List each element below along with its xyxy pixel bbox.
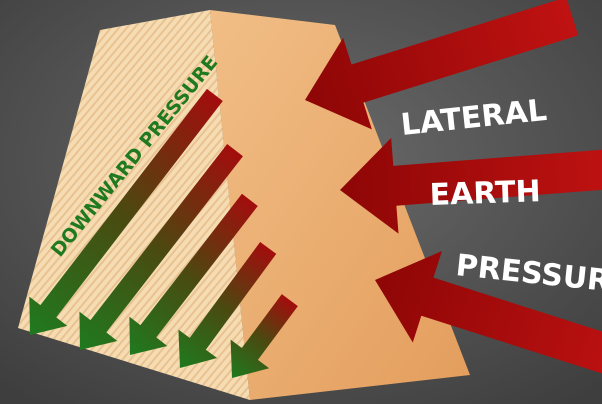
arrow bbox=[305, 0, 579, 130]
arrow bbox=[340, 137, 602, 234]
earth-label: EARTH bbox=[429, 174, 541, 213]
arrow bbox=[79, 143, 243, 350]
arrow bbox=[29, 88, 223, 335]
lateral-arrows bbox=[305, 0, 602, 385]
arrow bbox=[129, 193, 258, 355]
arrow bbox=[178, 241, 277, 368]
arrow bbox=[230, 294, 298, 378]
arrow bbox=[375, 250, 602, 385]
downward-arrows bbox=[29, 88, 298, 378]
